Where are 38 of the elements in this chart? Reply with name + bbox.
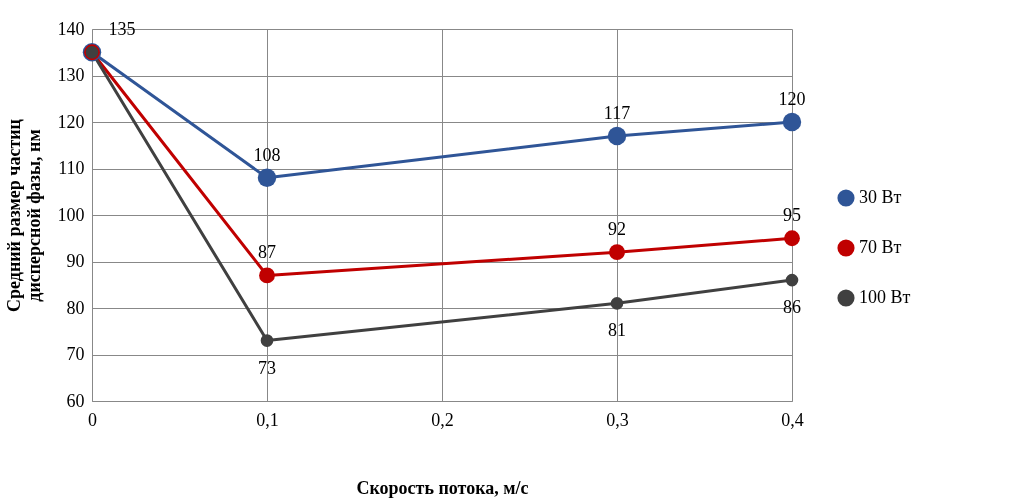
point (782, 112, 802, 132)
data-label: 86 (783, 297, 801, 318)
data-label: 117 (603, 102, 631, 123)
y-tick-label: 110 (58, 158, 85, 178)
data-label: 92 (608, 219, 626, 240)
y-tick-label: 90 (66, 251, 85, 271)
y-tick-label: 100 (57, 204, 85, 225)
point (609, 244, 625, 261)
legend-label: 100 Вт (859, 287, 911, 307)
y-tick-label: 70 (66, 344, 85, 364)
point (785, 273, 799, 287)
y-tick-label: 130 (57, 65, 85, 85)
data-label: 95 (783, 205, 801, 226)
x-tick-label: 0,4 (781, 409, 804, 430)
x-tick-label: 0,3 (606, 409, 629, 430)
x-axis-title: Скорость потока, м/с (356, 477, 529, 498)
legend-label: 70 Вт (859, 237, 902, 257)
x-tick-label: 0 (88, 409, 97, 430)
point (257, 168, 277, 187)
data-label: 108 (253, 144, 281, 165)
data-label: 87 (258, 242, 276, 263)
data-label: 81 (608, 320, 626, 341)
point (607, 126, 627, 146)
y-tick-label: 80 (66, 297, 85, 318)
y-tick-label: 140 (57, 18, 85, 39)
data-label: 120 (778, 89, 806, 109)
x-tick-label: 0,1 (256, 409, 279, 430)
legend-label: 30 Вт (859, 187, 902, 207)
y-tick-label: 120 (57, 111, 85, 132)
point (260, 334, 274, 347)
data-label: 73 (258, 357, 276, 378)
point (784, 230, 800, 247)
x-tick-label: 0,2 (431, 409, 454, 430)
y-axis-title: Средний размер частиц дисперсной фазы, нм (3, 118, 44, 312)
point (259, 267, 275, 284)
y-tick-label: 60 (66, 390, 85, 411)
data-label: 135 (108, 19, 136, 40)
point (610, 297, 624, 310)
